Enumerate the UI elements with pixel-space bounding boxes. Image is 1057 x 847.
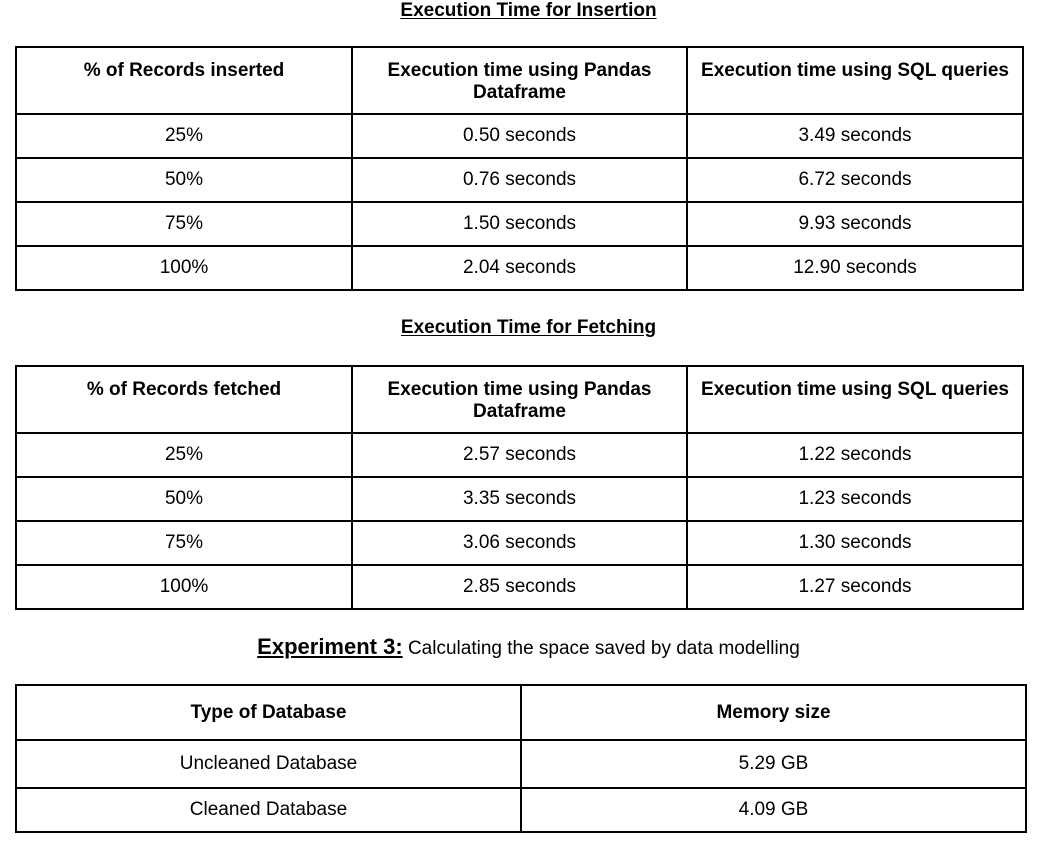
table-row: 75% 3.06 seconds 1.30 seconds — [15, 520, 1024, 566]
table-row: 25% 0.50 seconds 3.49 seconds — [15, 113, 1024, 159]
table-row: 50% 3.35 seconds 1.23 seconds — [15, 476, 1024, 522]
table-cell: 3.35 seconds — [351, 476, 688, 522]
table-cell: 3.06 seconds — [351, 520, 688, 566]
table-cell: 1.30 seconds — [686, 520, 1024, 566]
experiment3-label: Experiment 3: — [257, 634, 403, 659]
experiment3-caption: Experiment 3: Calculating the space save… — [0, 634, 1057, 660]
table-cell: 2.04 seconds — [351, 245, 688, 291]
table-cell: Cleaned Database — [15, 787, 522, 833]
table-cell: 25% — [15, 432, 353, 478]
fetching-table: % of Records fetched Execution time usin… — [15, 365, 1024, 610]
header-cell: % of Records fetched — [15, 365, 353, 434]
table-row: 50% 0.76 seconds 6.72 seconds — [15, 157, 1024, 203]
header-cell: Type of Database — [15, 684, 522, 741]
header-cell: Execution time using SQL queries — [686, 365, 1024, 434]
table-row: 25% 2.57 seconds 1.22 seconds — [15, 432, 1024, 478]
table-cell: 1.50 seconds — [351, 201, 688, 247]
table-row: 75% 1.50 seconds 9.93 seconds — [15, 201, 1024, 247]
table-cell: 1.23 seconds — [686, 476, 1024, 522]
table-header-row: % of Records fetched Execution time usin… — [15, 365, 1024, 434]
table-cell: 0.50 seconds — [351, 113, 688, 159]
insertion-table: % of Records inserted Execution time usi… — [15, 46, 1024, 291]
experiment3-text: Calculating the space saved by data mode… — [402, 638, 800, 659]
table-header-row: Type of Database Memory size — [15, 684, 1027, 741]
table-cell: 5.29 GB — [520, 739, 1027, 789]
table-cell: 4.09 GB — [520, 787, 1027, 833]
header-cell: Execution time using SQL queries — [686, 46, 1024, 115]
table-cell: 50% — [15, 476, 353, 522]
table-row: 100% 2.04 seconds 12.90 seconds — [15, 245, 1024, 291]
table-cell: 75% — [15, 520, 353, 566]
table-cell: 2.57 seconds — [351, 432, 688, 478]
header-cell: % of Records inserted — [15, 46, 353, 115]
table-cell: 50% — [15, 157, 353, 203]
table-cell: 12.90 seconds — [686, 245, 1024, 291]
fetching-title: Execution Time for Fetching — [400, 317, 657, 338]
table-cell: 1.22 seconds — [686, 432, 1024, 478]
table-cell: 6.72 seconds — [686, 157, 1024, 203]
table-cell: 3.49 seconds — [686, 113, 1024, 159]
header-cell: Execution time using Pandas Dataframe — [351, 365, 688, 434]
header-cell: Execution time using Pandas Dataframe — [351, 46, 688, 115]
table-cell: 75% — [15, 201, 353, 247]
header-cell: Memory size — [520, 684, 1027, 741]
table-row: Uncleaned Database 5.29 GB — [15, 739, 1027, 789]
table-cell: 1.27 seconds — [686, 564, 1024, 610]
table-cell: 9.93 seconds — [686, 201, 1024, 247]
insertion-title: Execution Time for Insertion — [400, 0, 657, 21]
table-cell: 100% — [15, 245, 353, 291]
table-cell: 2.85 seconds — [351, 564, 688, 610]
memory-table: Type of Database Memory size Uncleaned D… — [15, 684, 1027, 833]
table-row: 100% 2.85 seconds 1.27 seconds — [15, 564, 1024, 610]
table-cell: 0.76 seconds — [351, 157, 688, 203]
table-cell: 25% — [15, 113, 353, 159]
table-row: Cleaned Database 4.09 GB — [15, 787, 1027, 833]
table-header-row: % of Records inserted Execution time usi… — [15, 46, 1024, 115]
table-cell: 100% — [15, 564, 353, 610]
table-cell: Uncleaned Database — [15, 739, 522, 789]
